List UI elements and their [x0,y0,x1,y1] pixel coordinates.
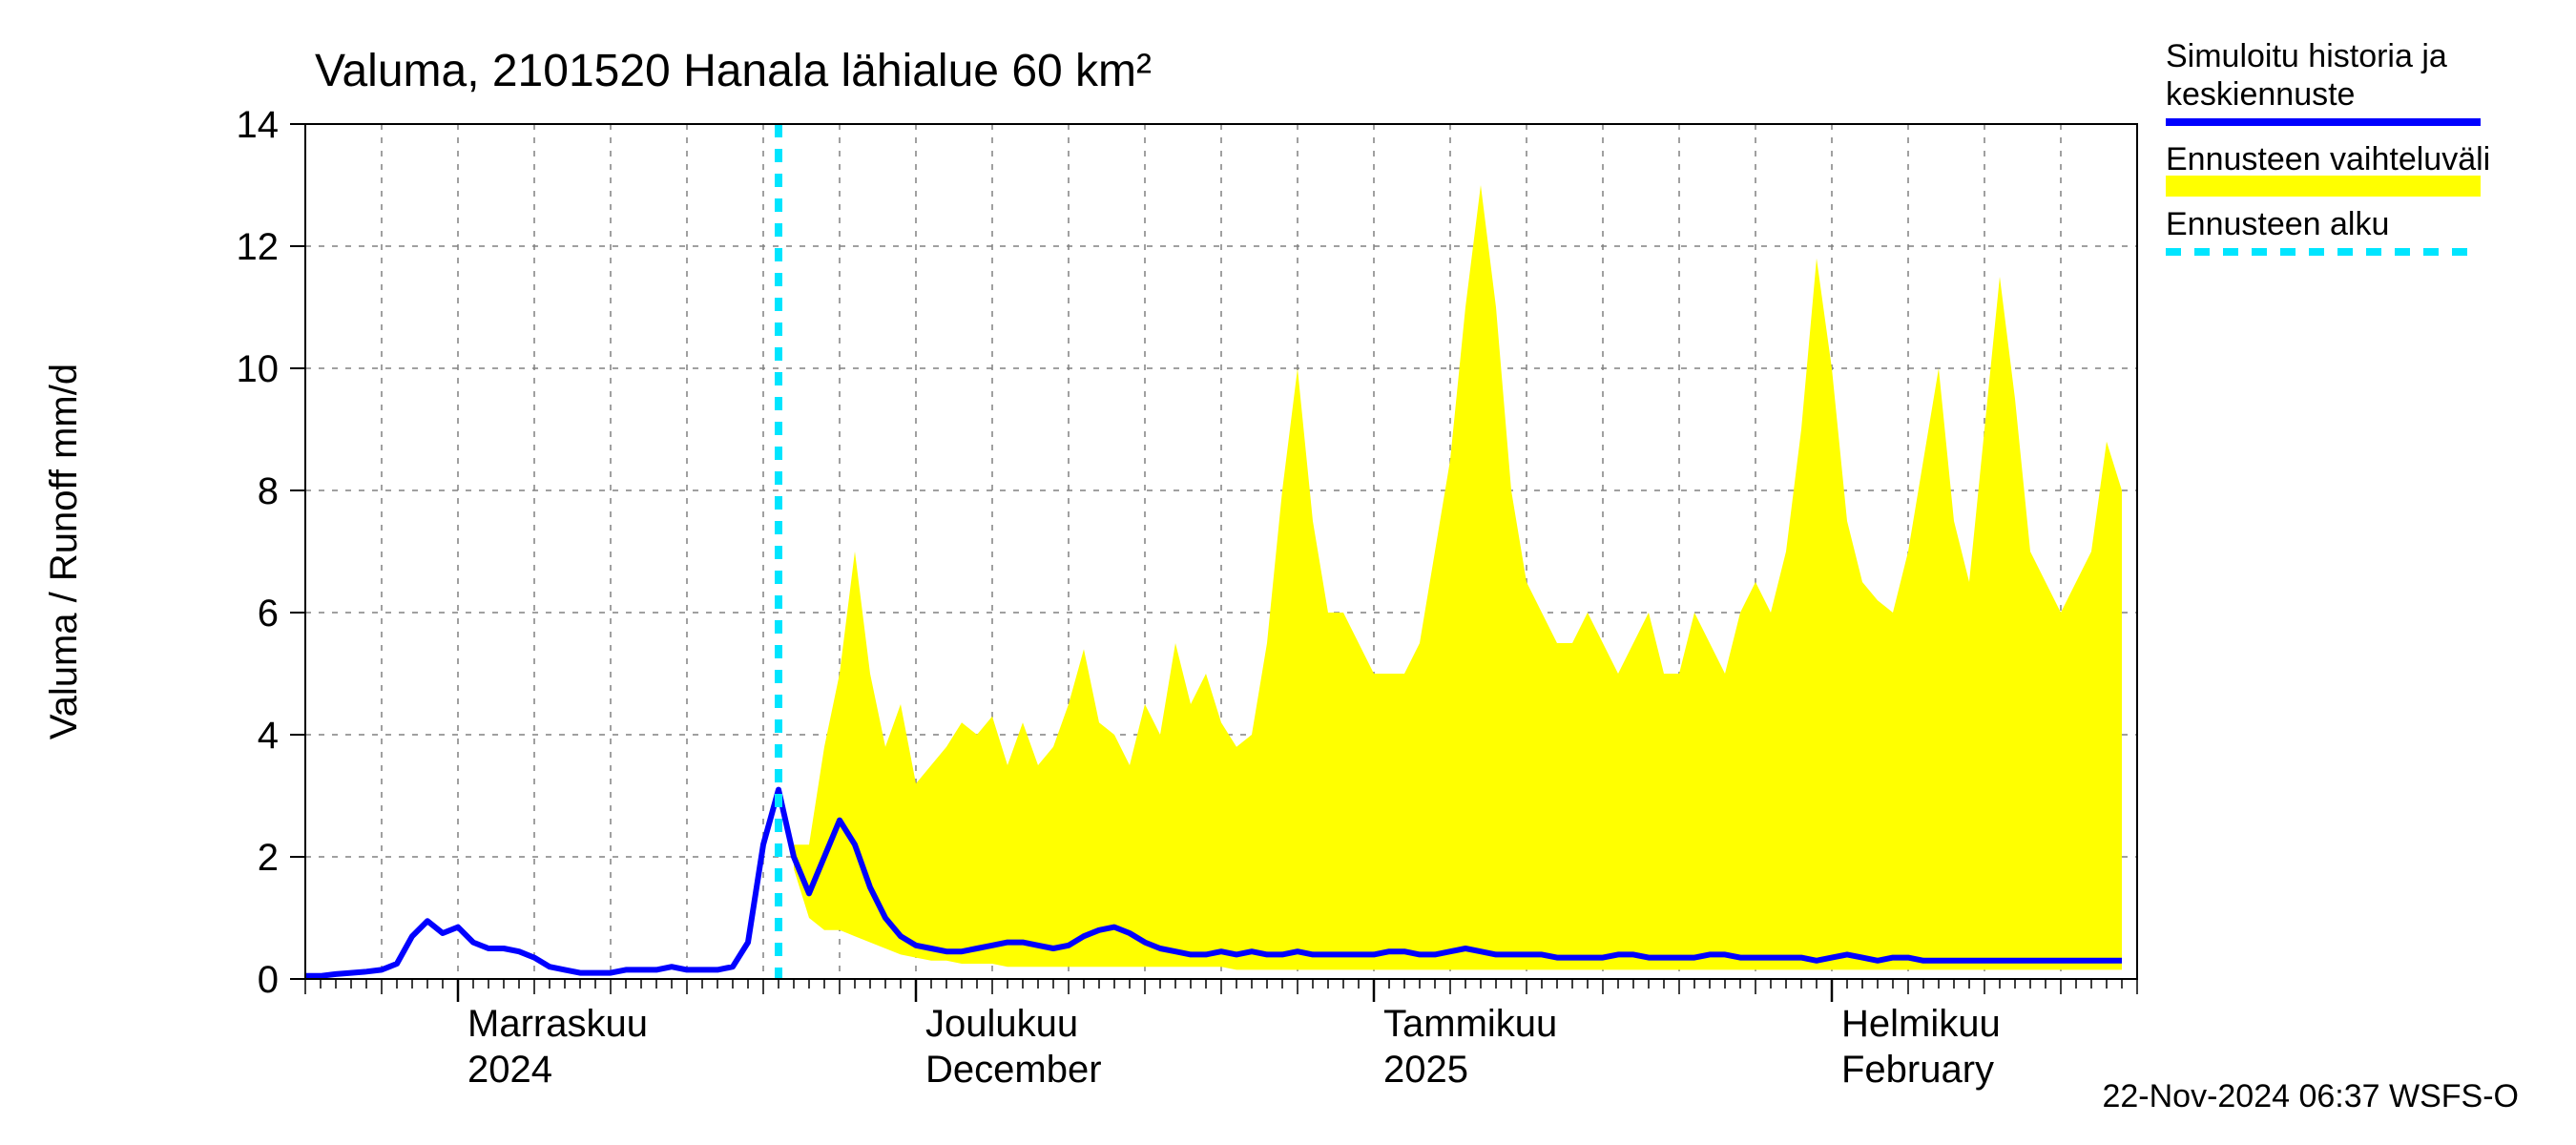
y-tick-label: 12 [237,226,280,268]
x-month-label-bot: February [1841,1049,1994,1091]
x-month-label-top: Helmikuu [1841,1003,2001,1045]
y-tick-label: 0 [258,959,279,1001]
legend-label: Ennusteen vaihteluväli [2166,141,2490,177]
chart-title: Valuma, 2101520 Hanala lähialue 60 km² [315,46,1152,96]
x-month-label-bot: December [925,1049,1102,1091]
y-tick-label: 8 [258,470,279,512]
footer-timestamp: 22-Nov-2024 06:37 WSFS-O [2102,1078,2519,1114]
legend-label: keskiennuste [2166,76,2355,113]
x-month-label-top: Joulukuu [925,1003,1078,1045]
runoff-forecast-chart: 0 2 4 6 8 10 12 14 Marraskuu2024 JoulukuuDecember… [0,0,2576,1145]
y-tick-label: 6 [258,593,279,635]
x-month-label-top: Marraskuu [467,1003,648,1045]
x-month-label-top: Tammikuu [1383,1003,1557,1045]
legend-swatch-fill [2166,176,2481,197]
chart-svg: 0 2 4 6 8 10 12 14 Marraskuu2024 JoulukuuDecember… [0,0,2576,1145]
y-tick-label: 10 [237,348,280,390]
legend-label: Ennusteen alku [2166,206,2389,242]
x-month-label-bot: 2025 [1383,1049,1468,1091]
y-axis-label: Valuma / Runoff mm/d [43,364,85,739]
y-tick-label: 14 [237,104,280,146]
y-tick-label: 2 [258,837,279,879]
legend-label: Simuloitu historia ja [2166,38,2447,74]
x-month-label-bot: 2024 [467,1049,552,1091]
y-tick-label: 4 [258,715,279,757]
